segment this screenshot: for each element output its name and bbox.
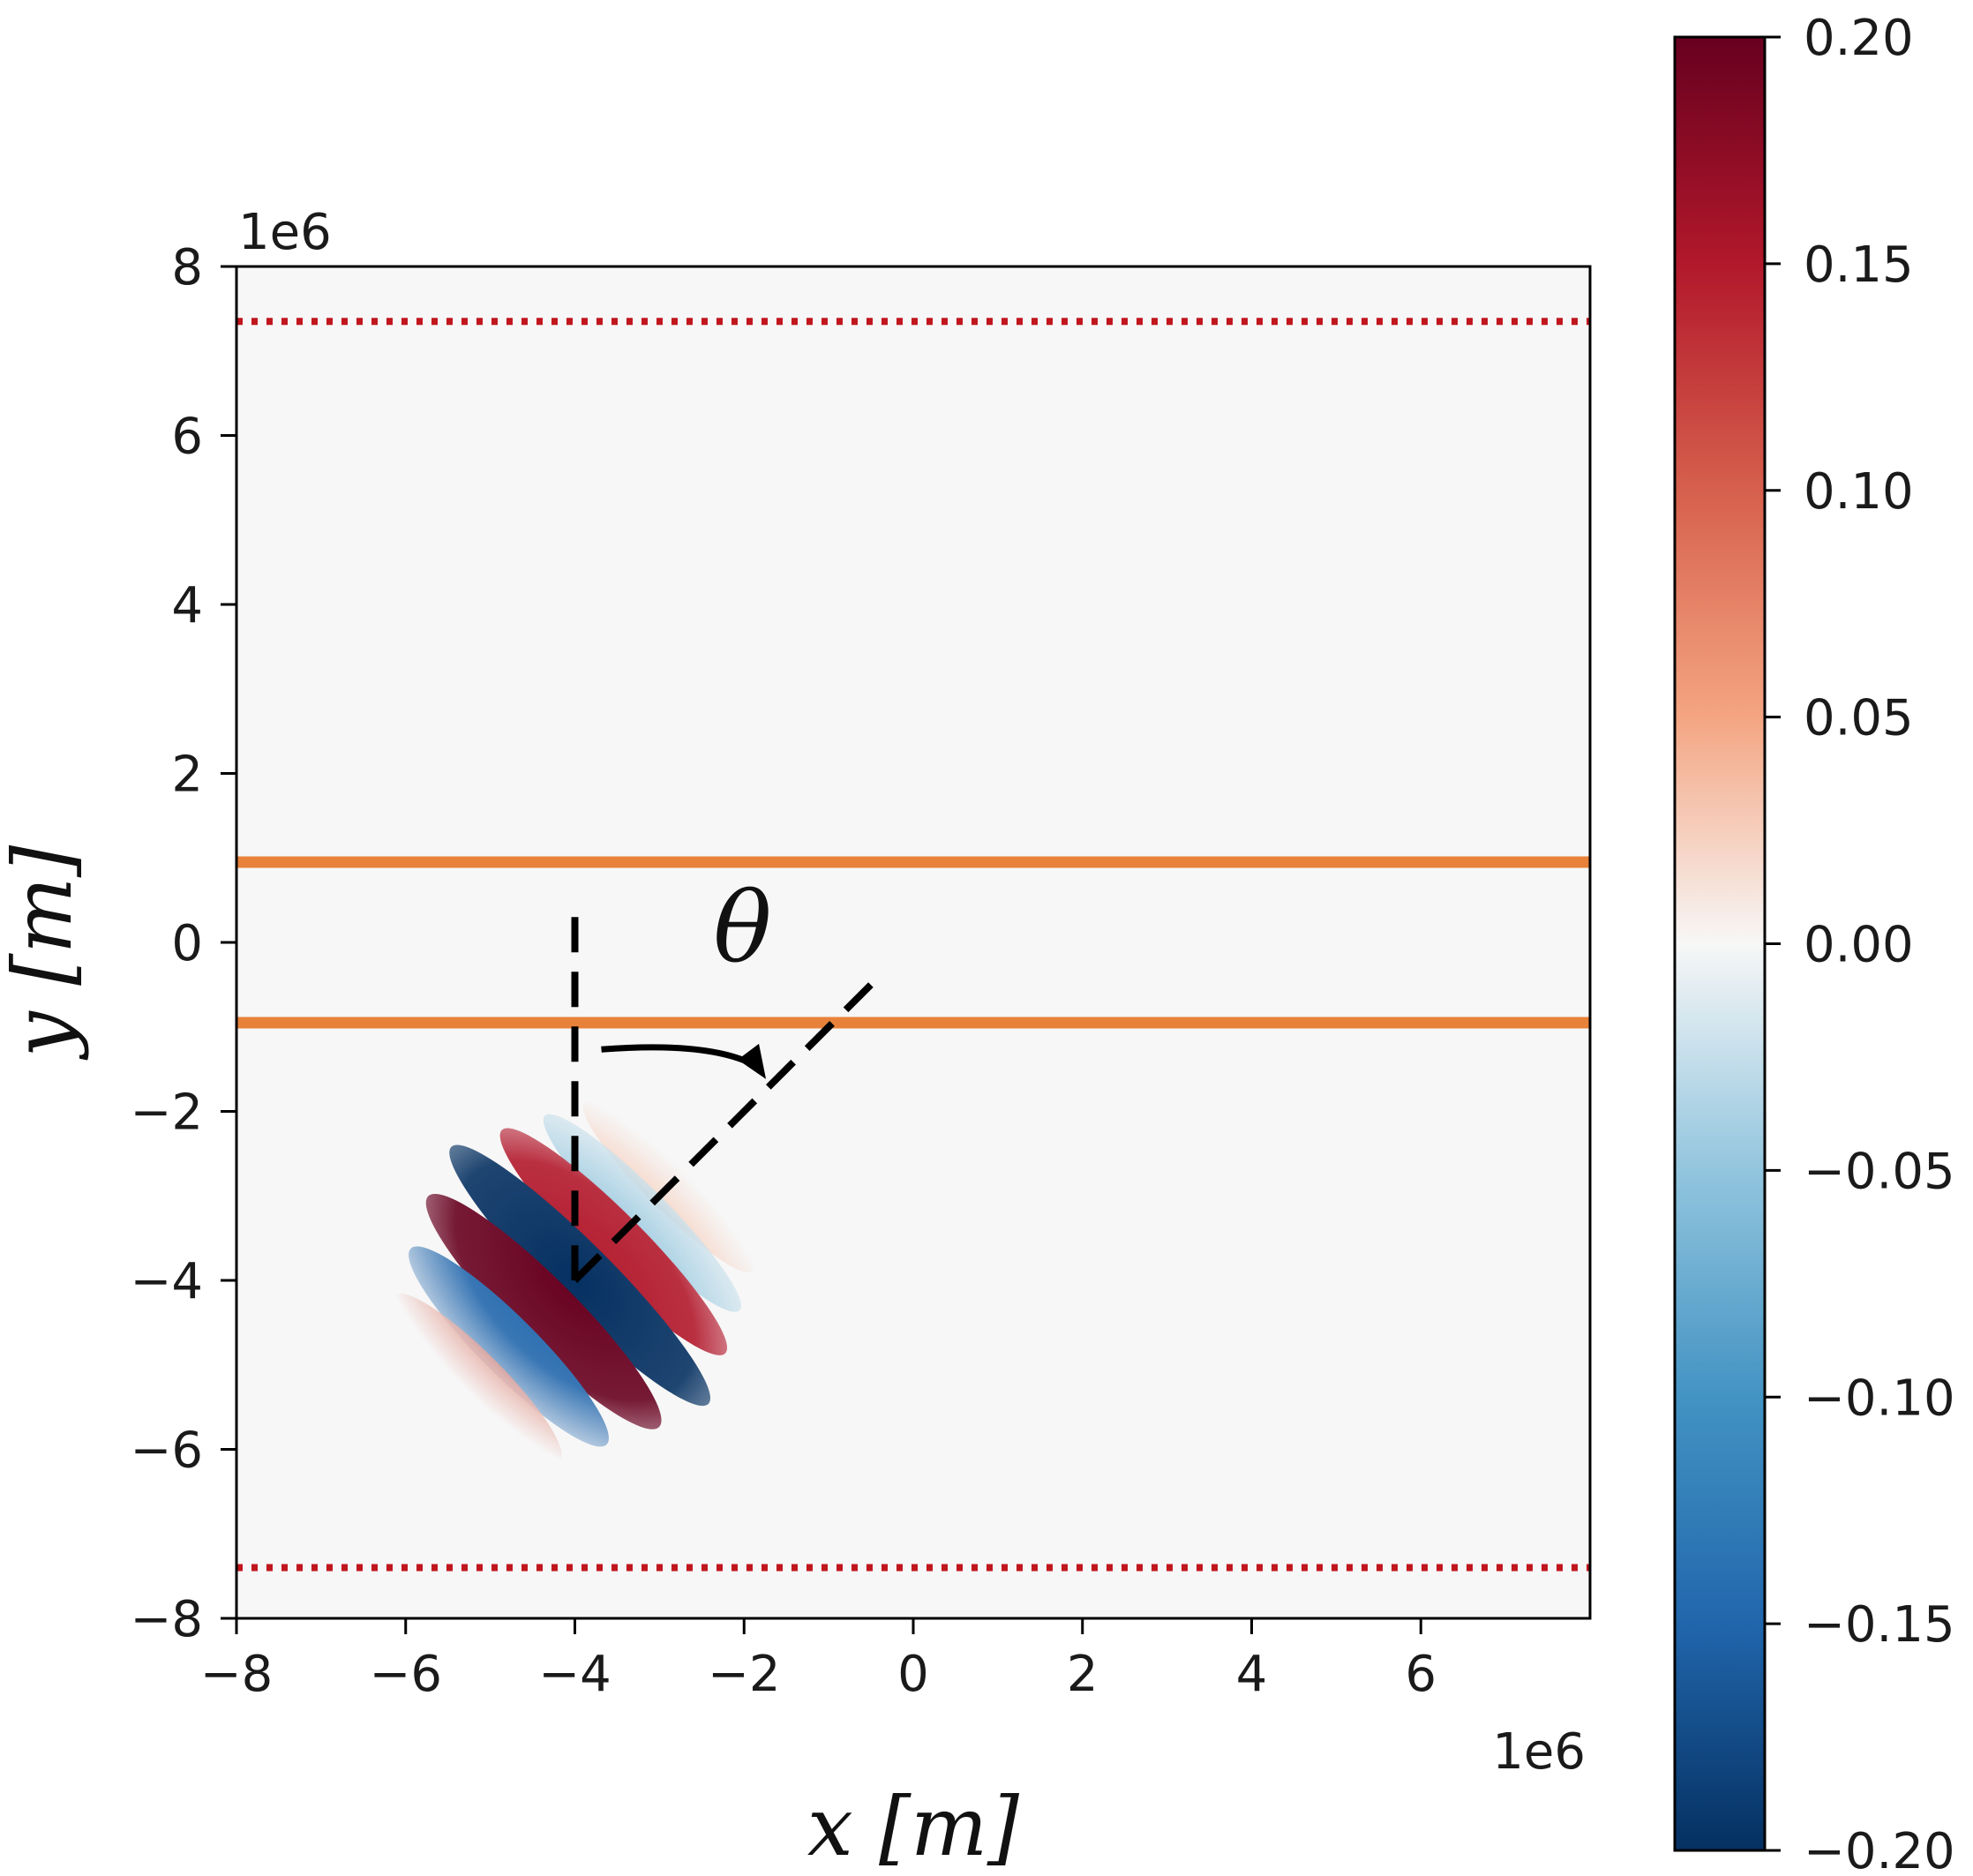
x-tick-label: 0 bbox=[897, 1646, 929, 1703]
x-axis-label: x [m] bbox=[807, 1780, 1019, 1874]
wave-band-5 bbox=[409, 1246, 609, 1447]
colorbar-tick-label: 0.00 bbox=[1804, 917, 1914, 974]
colorbar-tick-label: −0.10 bbox=[1804, 1369, 1955, 1427]
y-tick-label: −8 bbox=[130, 1591, 203, 1648]
colorbar-tick-label: 0.15 bbox=[1804, 236, 1914, 294]
y-tick-label: 8 bbox=[171, 239, 203, 296]
x-tick-label: 4 bbox=[1236, 1646, 1268, 1703]
x-tick-label: −8 bbox=[200, 1646, 274, 1703]
colorbar-tick-label: −0.20 bbox=[1804, 1823, 1955, 1876]
y-axis: −8 −6 −4 −2 0 2 4 6 8 bbox=[130, 239, 236, 1648]
colorbar-tick-label: 0.20 bbox=[1804, 10, 1914, 67]
y-tick-label: −6 bbox=[130, 1422, 203, 1480]
diagonal-dashed-line bbox=[572, 982, 874, 1283]
wave-band-2 bbox=[499, 1128, 728, 1355]
y-tick-label: −4 bbox=[130, 1253, 203, 1310]
y-tick-label: −2 bbox=[130, 1084, 203, 1142]
y-tick-label: 6 bbox=[171, 409, 203, 466]
colorbar-ticks: 0.20 0.15 0.10 0.05 0.00 −0.05 −0.10 −0.15 −0.20 bbox=[1765, 10, 1955, 1876]
x-offset-label: 1e6 bbox=[1492, 1723, 1586, 1781]
horizontal-lines bbox=[236, 318, 1590, 1572]
x-tick-label: −6 bbox=[369, 1646, 442, 1703]
theta-symbol: θ bbox=[713, 871, 771, 984]
colorbar-tick-label: 0.05 bbox=[1804, 690, 1914, 747]
wave-band-4 bbox=[425, 1193, 662, 1430]
y-tick-label: 4 bbox=[171, 577, 203, 634]
angle-arrowhead bbox=[738, 1043, 767, 1079]
y-tick-label: 0 bbox=[171, 915, 203, 972]
colorbar: 0.20 0.15 0.10 0.05 0.00 −0.05 −0.10 −0.15 −0.20 bbox=[1673, 10, 1955, 1876]
x-tick-label: 6 bbox=[1405, 1646, 1437, 1703]
plot-area: θ bbox=[235, 265, 1592, 1620]
y-tick-label: 2 bbox=[171, 747, 203, 804]
wave-band-6 bbox=[393, 1293, 562, 1462]
wave-band-1 bbox=[543, 1114, 741, 1312]
colorbar-tick-label: 0.10 bbox=[1804, 463, 1914, 521]
x-tick-label: −4 bbox=[538, 1646, 611, 1703]
y-axis-label: y [m] bbox=[0, 845, 90, 1061]
angle-annotation: θ bbox=[571, 871, 874, 1283]
y-offset-label: 1e6 bbox=[238, 204, 332, 261]
colorbar-tick-label: −0.05 bbox=[1804, 1143, 1955, 1200]
x-tick-label: 2 bbox=[1067, 1646, 1099, 1703]
wave-band-7 bbox=[379, 1334, 521, 1476]
x-axis: −8 −6 −4 −2 0 2 4 6 bbox=[200, 1618, 1437, 1703]
colorbar-gradient bbox=[1673, 35, 1767, 1852]
x-tick-label: −2 bbox=[708, 1646, 781, 1703]
colorbar-tick-label: −0.15 bbox=[1804, 1596, 1955, 1654]
